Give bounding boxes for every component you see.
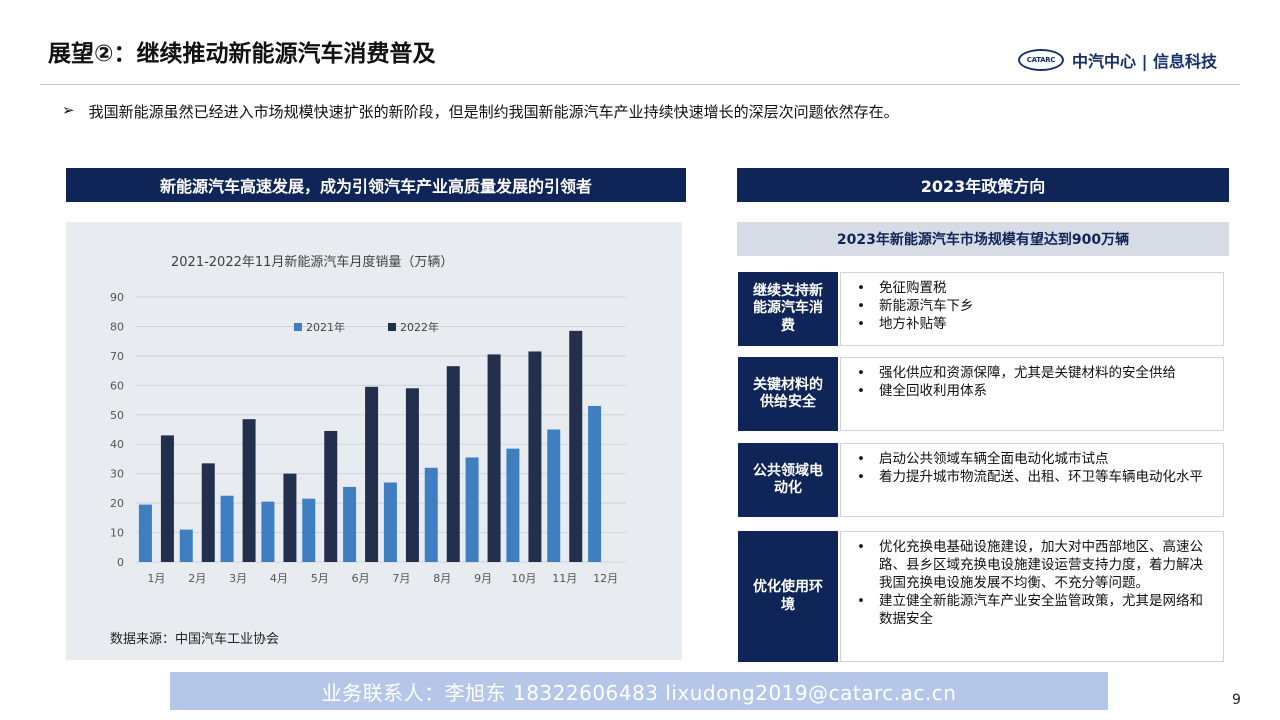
policy-body: 免征购置税 新能源汽车下乡 地方补贴等 [840,272,1224,346]
y-tick-label: 70 [110,350,124,363]
bar-2021 [424,467,438,562]
x-tick-label: 12月 [593,572,618,585]
bar-2021 [138,504,152,562]
x-tick-label: 7月 [392,572,410,585]
legend-label: 2022年 [400,320,439,334]
x-tick-label: 8月 [433,572,451,585]
bar-2022 [160,435,174,562]
y-tick-label: 60 [110,379,124,392]
policy-row-material-security: 关键材料的供给安全 强化供应和资源保障，尤其是关键材料的安全供给 健全回收利用体… [738,357,1224,431]
policy-item: 新能源汽车下乡 [849,297,1211,315]
bar-2021 [506,448,520,562]
left-panel-header: 新能源汽车高速发展，成为引领汽车产业高质量发展的引领者 [66,168,686,202]
x-tick-label: 4月 [270,572,288,585]
y-tick-label: 50 [110,409,124,422]
bar-2021 [220,495,234,562]
y-tick-label: 40 [110,438,124,451]
policy-item: 地方补贴等 [849,315,1211,333]
bar-2022 [283,473,297,562]
lead-text: 我国新能源虽然已经进入市场规模快速扩张的新阶段，但是制约我国新能源汽车产业持续快… [88,103,899,121]
y-tick-label: 30 [110,468,124,481]
right-panel-header: 2023年政策方向 [737,168,1229,202]
x-tick-label: 6月 [352,572,370,585]
catarc-logo: CATARC 中汽中心 | 信息科技 [1018,48,1217,72]
catarc-logo-mark: CATARC [1018,49,1064,71]
y-tick-label: 80 [110,320,124,333]
x-tick-label: 5月 [311,572,329,585]
policy-label: 继续支持新能源汽车消费 [738,272,838,346]
bar-2022 [365,386,379,562]
x-tick-label: 2月 [188,572,206,585]
bar-2021 [343,486,357,562]
legend-swatch [388,323,396,331]
x-tick-label: 11月 [552,572,577,585]
y-tick-label: 90 [110,291,124,304]
contact-footer: 业务联系人：李旭东 18322606483 lixudong2019@catar… [170,672,1108,710]
bar-2022 [569,330,583,562]
policy-item: 优化充换电基础设施建设，加大对中西部地区、高速公路、县乡区域充换电设施建设运营支… [849,538,1211,592]
y-tick-label: 0 [117,556,124,569]
bar-2022 [405,388,419,562]
bar-2022 [446,366,460,562]
bar-2021 [179,529,193,562]
policy-item: 健全回收利用体系 [849,382,1211,400]
policy-row-usage-environment: 优化使用环境 优化充换电基础设施建设，加大对中西部地区、高速公路、县乡区域充换电… [738,531,1224,662]
slide-title: 展望②：继续推动新能源汽车消费普及 [48,41,436,67]
bar-2022 [528,351,542,562]
x-tick-label: 9月 [474,572,492,585]
policy-row-consumption: 继续支持新能源汽车消费 免征购置税 新能源汽车下乡 地方补贴等 [738,272,1224,346]
bar-2022 [324,430,338,562]
lead-statement: ➢ 我国新能源虽然已经进入市场规模快速扩张的新阶段，但是制约我国新能源汽车产业持… [62,101,899,122]
bar-2022 [201,463,215,562]
chart-panel: 2021-2022年11月新能源汽车月度销量（万辆） 0 10 20 30 40 50 60 7… [66,222,682,660]
bar-2021 [261,501,275,562]
legend-label: 2021年 [306,320,345,334]
y-tick-label: 20 [110,497,124,510]
title-divider [40,84,1240,85]
bar-2021 [383,482,397,562]
policy-item: 着力提升城市物流配送、出租、环卫等车辆电动化水平 [849,468,1211,486]
policy-row-public-electrification: 公共领域电动化 启动公共领域车辆全面电动化城市试点 着力提升城市物流配送、出租、… [738,443,1224,517]
y-tick-label: 10 [110,527,124,540]
policy-item: 启动公共领域车辆全面电动化城市试点 [849,450,1211,468]
legend-swatch [294,323,302,331]
bar-2021 [465,457,479,562]
bar-2022 [487,354,501,562]
bar-2021 [547,429,561,562]
logo-text: 中汽中心 | 信息科技 [1072,52,1217,71]
policy-item: 免征购置税 [849,279,1211,297]
policy-body: 启动公共领域车辆全面电动化城市试点 着力提升城市物流配送、出租、环卫等车辆电动化… [840,443,1224,517]
policy-item: 建立健全新能源汽车产业安全监管政策，尤其是网络和数据安全 [849,592,1211,628]
chart-title: 2021-2022年11月新能源汽车月度销量（万辆） [171,254,453,270]
data-source: 数据来源：中国汽车工业协会 [110,632,280,647]
x-tick-label: 3月 [229,572,247,585]
arrow-bullet-icon: ➢ [62,101,75,119]
page-number: 9 [1232,692,1241,708]
sales-bar-chart: 2021-2022年11月新能源汽车月度销量（万辆） 0 10 20 30 40 50 60 7… [110,254,626,585]
policy-label: 优化使用环境 [738,531,838,662]
bar-2021 [302,498,316,562]
bar-2021 [588,405,602,562]
bar-2022 [242,419,256,562]
x-tick-label: 10月 [511,572,536,585]
x-tick-label: 1月 [147,572,165,585]
policy-item: 强化供应和资源保障，尤其是关键材料的安全供给 [849,364,1211,382]
policy-body: 优化充换电基础设施建设，加大对中西部地区、高速公路、县乡区域充换电设施建设运营支… [840,531,1224,662]
policy-label: 公共领域电动化 [738,443,838,517]
policy-target-banner: 2023年新能源汽车市场规模有望达到900万辆 [737,222,1229,256]
policy-body: 强化供应和资源保障，尤其是关键材料的安全供给 健全回收利用体系 [840,357,1224,431]
policy-label: 关键材料的供给安全 [738,357,838,431]
